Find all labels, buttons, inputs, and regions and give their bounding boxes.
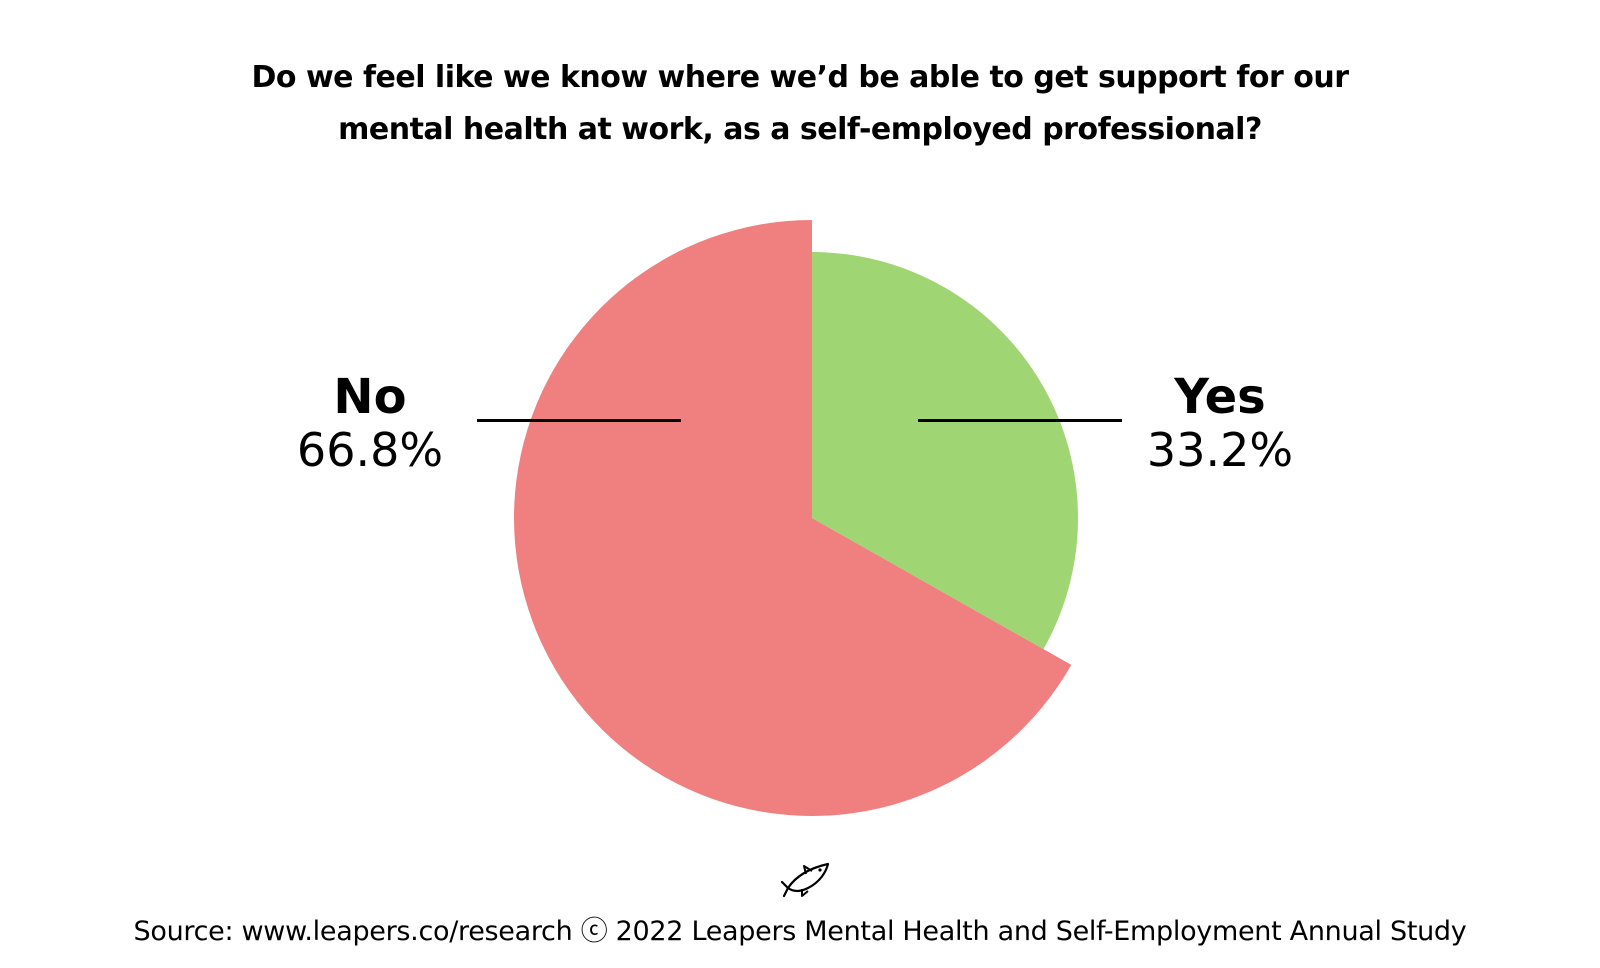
slice-label-no: No 66.8% (280, 370, 460, 476)
chart-title: Do we feel like we know where we’d be ab… (0, 52, 1600, 156)
pie-slice-yes (812, 252, 1078, 650)
slice-label-no-category: No (333, 369, 407, 425)
chart-title-line-2: mental health at work, as a self-employe… (338, 112, 1262, 147)
chart-title-line-1: Do we feel like we know where we’d be ab… (251, 60, 1349, 95)
slice-label-yes-percent: 33.2% (1146, 423, 1294, 477)
slice-label-yes: Yes 33.2% (1130, 370, 1310, 476)
leader-line-no (477, 419, 681, 422)
slice-label-no-percent: 66.8% (296, 423, 444, 477)
source-footer: Source: www.leapers.co/research ⓒ 2022 L… (133, 916, 1467, 947)
leaping-fish-icon (780, 862, 830, 898)
slice-label-yes-category: Yes (1174, 369, 1266, 425)
leader-line-yes (918, 419, 1122, 422)
pie-slice-no (514, 220, 1072, 816)
